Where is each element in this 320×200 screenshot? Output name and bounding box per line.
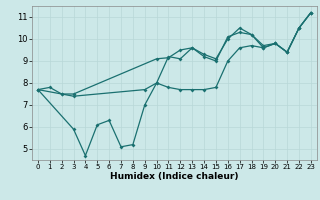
X-axis label: Humidex (Indice chaleur): Humidex (Indice chaleur) bbox=[110, 172, 239, 181]
